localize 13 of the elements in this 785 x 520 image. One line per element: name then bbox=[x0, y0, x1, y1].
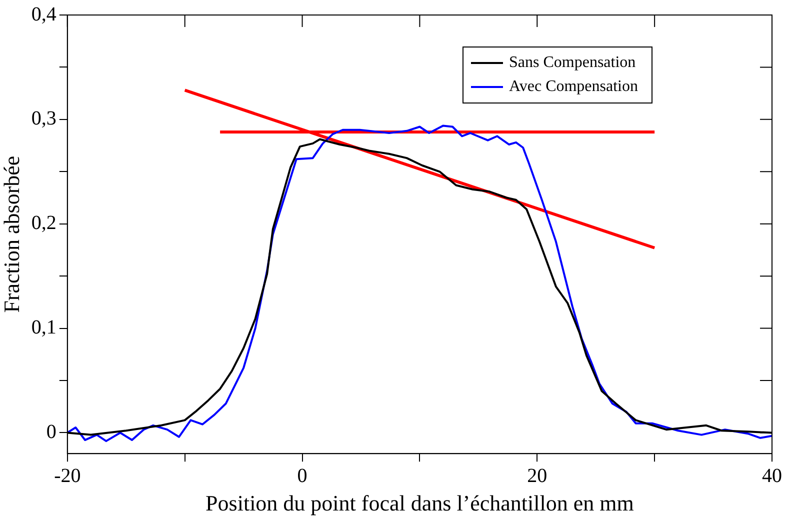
x-tick-label: 40 bbox=[762, 464, 782, 487]
legend-label: Sans Compensation bbox=[508, 54, 636, 72]
x-tick-label: -20 bbox=[54, 464, 81, 487]
x-tick-label: 20 bbox=[527, 464, 548, 487]
y-tick-label: 0,1 bbox=[31, 316, 56, 339]
y-tick-label: 0,3 bbox=[31, 108, 56, 130]
x-axis-title: Position du point focal dans l’échantillon en mm bbox=[206, 490, 634, 516]
y-tick-label: 0,4 bbox=[31, 3, 56, 26]
x-tick-label: 0 bbox=[297, 464, 308, 487]
y-tick-label: 0,2 bbox=[31, 212, 56, 234]
y-tick-label: 0 bbox=[46, 420, 56, 443]
y-axis-title: Fraction absorbée bbox=[0, 156, 24, 313]
legend-label: Avec Compensation bbox=[508, 78, 638, 96]
